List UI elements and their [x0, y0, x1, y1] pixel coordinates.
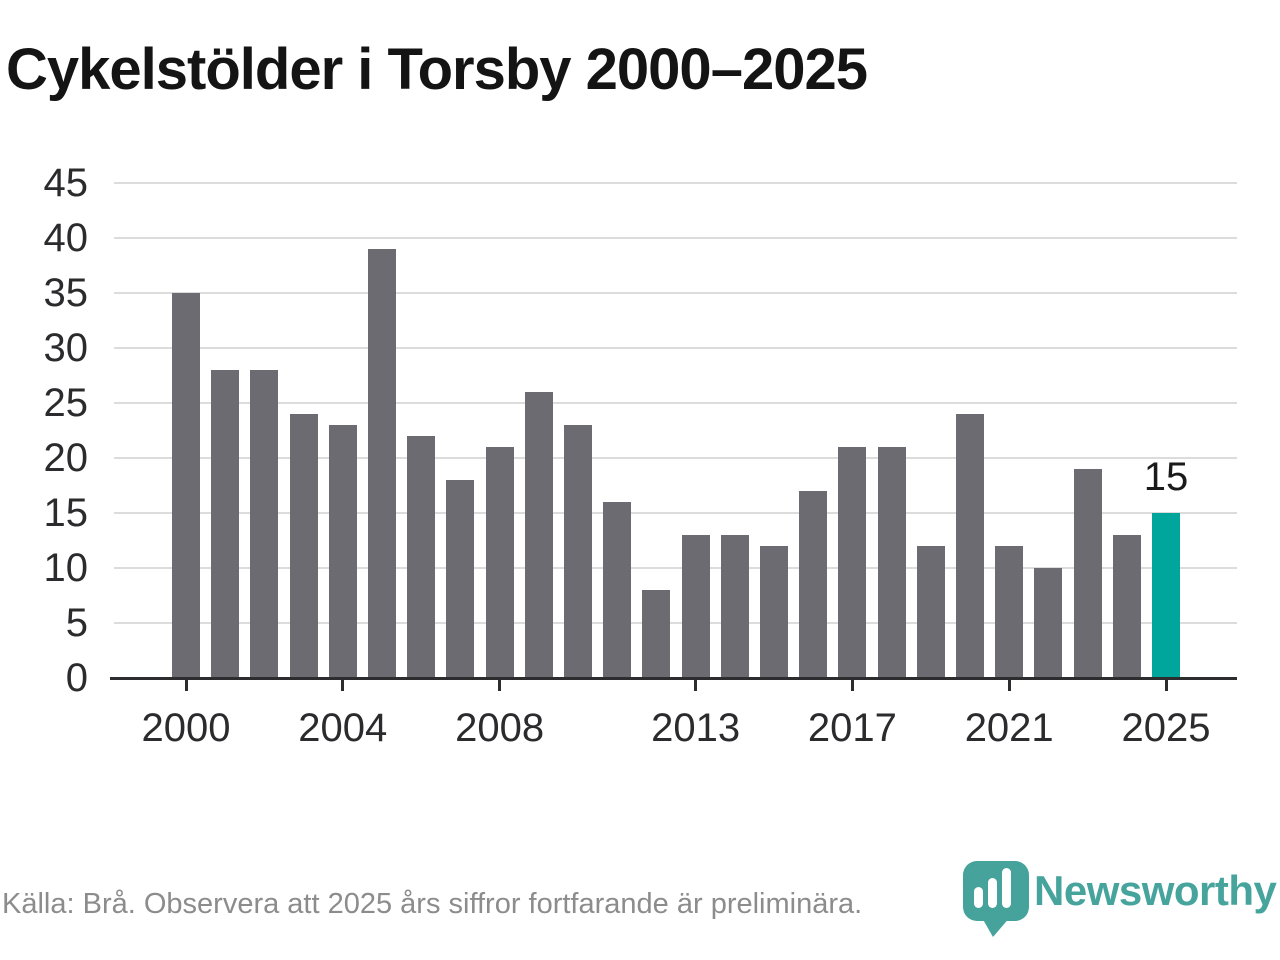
x-axis-label: 2025	[1121, 706, 1211, 750]
y-axis-label: 35	[43, 271, 89, 315]
gridline-40	[114, 237, 1237, 239]
chart-title: Cykelstölder i Torsby 2000–2025	[6, 37, 868, 102]
gridline-25	[114, 402, 1237, 404]
bar-2023	[1073, 469, 1102, 678]
bar-2022	[1034, 568, 1063, 678]
bar-2015	[760, 546, 788, 678]
bar-2021	[995, 546, 1024, 678]
x-axis-tick	[341, 680, 345, 691]
x-axis-tick	[1164, 680, 1168, 691]
bar-2009	[524, 392, 553, 678]
bar-2017	[838, 447, 867, 678]
y-axis-label: 20	[43, 436, 89, 480]
x-axis-line	[110, 677, 1237, 680]
bar-2016	[799, 491, 828, 678]
bar-2002	[250, 370, 279, 678]
source-note: Källa: Brå. Observera att 2025 års siffr…	[2, 888, 863, 920]
bar-2008	[485, 447, 514, 678]
bar-2012	[642, 590, 671, 678]
newsworthy-logo: Newsworthy	[962, 860, 1280, 940]
gridline-45	[114, 182, 1237, 184]
y-axis-label: 15	[43, 491, 89, 535]
bar-2006	[407, 436, 436, 678]
y-axis-label: 40	[43, 216, 89, 260]
bar-2018	[877, 447, 906, 678]
bar-2020	[956, 414, 984, 678]
bar-2025	[1152, 513, 1180, 678]
bar-2004	[328, 425, 357, 678]
x-axis-tick	[850, 680, 854, 691]
y-axis-label: 0	[65, 656, 88, 700]
gridline-5	[114, 622, 1237, 624]
x-axis-tick	[1007, 680, 1011, 691]
bar-2014	[720, 535, 749, 678]
bar-2007	[446, 480, 475, 678]
newsworthy-wordmark: Newsworthy	[1034, 867, 1277, 914]
gridline-35	[114, 292, 1237, 294]
x-axis-tick	[184, 680, 188, 691]
y-axis-label: 5	[65, 601, 88, 645]
bar-2011	[603, 502, 632, 678]
bar-2019	[916, 546, 945, 678]
x-axis-label: 2013	[651, 706, 741, 750]
x-axis-label: 2021	[964, 706, 1054, 750]
bar-2024	[1112, 535, 1141, 678]
y-axis-label: 45	[43, 161, 89, 205]
value-label-2025: 15	[1143, 455, 1189, 499]
gridline-20	[114, 457, 1237, 459]
newsworthy-pin-barchart-icon	[963, 861, 1029, 937]
x-axis-tick	[498, 680, 502, 691]
bar-2003	[289, 414, 318, 678]
x-axis-label: 2017	[807, 706, 897, 750]
bar-2010	[564, 425, 592, 678]
bar-2000	[172, 293, 200, 678]
y-axis-label: 30	[43, 326, 89, 370]
bar-2005	[368, 249, 396, 678]
gridline-10	[114, 567, 1237, 569]
y-axis-label: 25	[43, 381, 89, 425]
bar-2013	[681, 535, 710, 678]
x-axis-tick	[694, 680, 698, 691]
gridline-15	[114, 512, 1237, 514]
x-axis-label: 2008	[455, 706, 545, 750]
x-axis-label: 2004	[298, 706, 388, 750]
bar-2001	[211, 370, 240, 678]
x-axis-label: 2000	[141, 706, 231, 750]
gridline-30	[114, 347, 1237, 349]
bar-chart-plot: 0 5 10 15 20 25 30 35 40 45 2000 2004 2008 2013 2017 20…	[43, 161, 1237, 750]
y-axis-label: 10	[43, 546, 89, 590]
